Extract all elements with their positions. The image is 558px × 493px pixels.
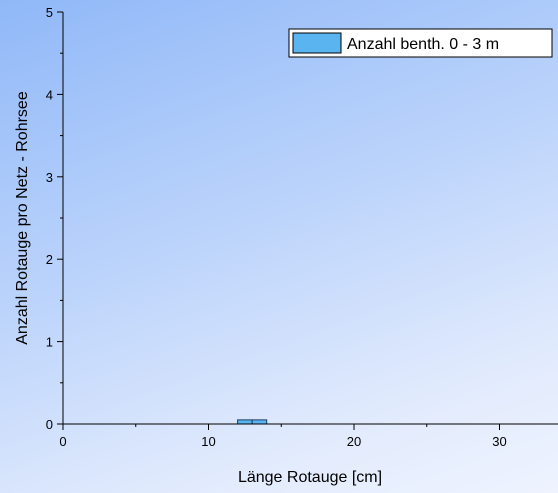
legend: Anzahl benth. 0 - 3 m [288,28,553,58]
y-tick-label: 1 [46,335,53,350]
x-tick-label: 0 [59,434,66,449]
histogram-bar [237,419,253,425]
histogram-bar [251,419,268,425]
legend-swatch [292,32,342,54]
x-tick-label: 30 [492,434,506,449]
y-tick-label: 5 [46,5,53,20]
y-axis-title: Anzahl Rotauge pro Netz - Rohrsee [14,91,31,345]
x-tick-label: 10 [201,434,215,449]
x-axis-title: Länge Rotauge [cm] [238,469,382,486]
y-tick-label: 3 [46,170,53,185]
y-tick-label: 2 [46,252,53,267]
x-tick-label: 20 [347,434,361,449]
y-tick-label: 0 [46,417,53,432]
y-tick-label: 4 [46,87,53,102]
legend-label: Anzahl benth. 0 - 3 m [347,36,499,53]
